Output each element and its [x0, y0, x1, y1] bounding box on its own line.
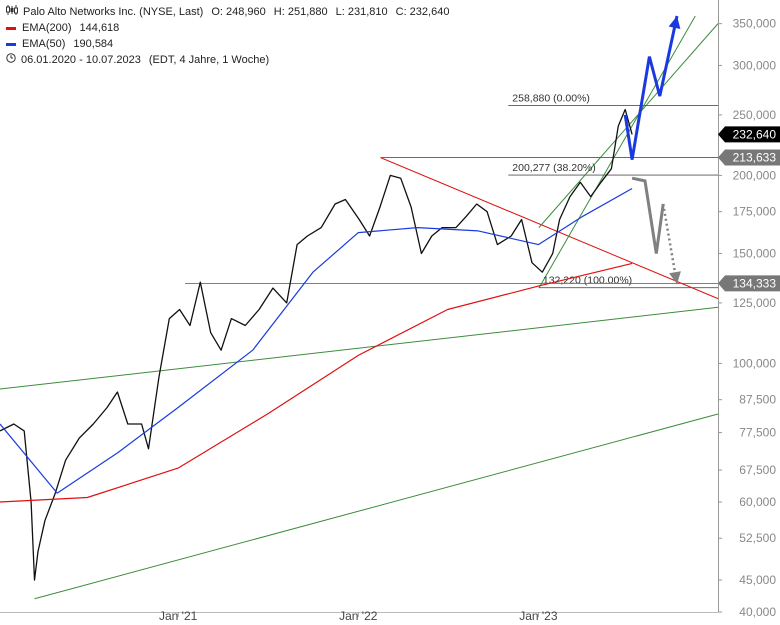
legend-ema200-row: EMA(200) 144,618: [6, 20, 449, 36]
y-tick-label: 67,500: [739, 463, 776, 477]
price-tag-label: 134,333: [733, 276, 777, 290]
price-tag-box: [718, 149, 780, 166]
low-value: L: 231,810: [335, 6, 388, 18]
date-range: 06.01.2020 - 10.07.2023: [21, 54, 141, 66]
candlestick-icon: [6, 4, 18, 20]
y-tick-label: 125,000: [733, 296, 777, 310]
price-tag: 232,640: [718, 126, 780, 143]
projection-path: [631, 176, 665, 254]
y-tick-label: 40,000: [739, 605, 776, 619]
ema200-value: 144,618: [79, 22, 120, 34]
trendline: [538, 23, 719, 228]
x-tick-label: Jan '21: [159, 609, 198, 623]
x-tick-label: Jan '23: [519, 609, 558, 623]
y-tick-label: 52,500: [739, 531, 776, 545]
ema50-line: [0, 187, 633, 494]
y-tick-label: 300,000: [733, 58, 777, 72]
open-value: O: 248,960: [211, 6, 266, 18]
high-value: H: 251,880: [273, 6, 328, 18]
price-tags: 232,640 213,633 134,333: [718, 126, 780, 292]
fibonacci-levels: 258,880 (0.00%) 200,277 (38.20%) 132,220 (…: [185, 92, 718, 289]
range-info: (EDT, 4 Jahre, 1 Woche): [148, 54, 270, 66]
level-label: 200,277 (38.20%): [512, 162, 595, 174]
y-tick-label: 77,500: [739, 426, 776, 440]
trendlines: [0, 15, 719, 600]
level-label: 132,220 (100.00%): [543, 275, 632, 287]
ema200-line: [0, 262, 633, 503]
projection-path: [623, 15, 679, 160]
legend-ema50-row: EMA(50) 190,584: [6, 36, 449, 52]
price-tag-box: [718, 275, 780, 292]
price-tag: 134,333: [718, 275, 780, 292]
projection-path: [661, 203, 679, 285]
ema200-swatch: [6, 26, 16, 30]
trendline: [538, 15, 696, 289]
ema200-label: EMA(200): [22, 22, 72, 34]
y-tick-label: 350,000: [733, 17, 777, 31]
projection-arrowhead: [669, 271, 681, 285]
clock-icon: [6, 52, 16, 68]
price-tag-label: 232,640: [733, 127, 777, 141]
y-tick-label: 100,000: [733, 356, 777, 370]
trendline: [380, 157, 719, 300]
x-tick-label: Jan '22: [339, 609, 378, 623]
ema50-label: EMA(50): [22, 38, 66, 50]
ema50-swatch: [6, 42, 16, 46]
price-tag: 213,633: [718, 149, 780, 166]
y-tick-label: 250,000: [733, 108, 777, 122]
projection-arrowhead: [668, 16, 681, 29]
price-tag-box: [718, 126, 780, 143]
projection-arrows: [623, 15, 681, 285]
ema50-value: 190,584: [73, 38, 114, 50]
level-label: 258,880 (0.00%): [512, 92, 590, 104]
y-tick-label: 200,000: [733, 168, 777, 182]
price-tag-label: 213,633: [733, 151, 777, 165]
legend-range-row: 06.01.2020 - 10.07.2023 (EDT, 4 Jahre, 1…: [6, 52, 449, 68]
y-tick-label: 175,000: [733, 205, 777, 219]
price-series: [0, 108, 633, 581]
chart-legend: Palo Alto Networks Inc. (NYSE, Last) O: …: [6, 4, 449, 68]
y-tick-label: 45,000: [739, 573, 776, 587]
trendline: [0, 306, 719, 390]
close-value: C: 232,640: [395, 6, 450, 18]
y-tick-label: 150,000: [733, 246, 777, 260]
y-tick-label: 87,500: [739, 393, 776, 407]
legend-symbol-row: Palo Alto Networks Inc. (NYSE, Last) O: …: [6, 4, 449, 20]
trendline: [34, 413, 719, 600]
price-line: [0, 108, 633, 581]
y-tick-label: 60,000: [739, 495, 776, 509]
symbol-name: Palo Alto Networks Inc. (NYSE, Last): [23, 6, 204, 18]
